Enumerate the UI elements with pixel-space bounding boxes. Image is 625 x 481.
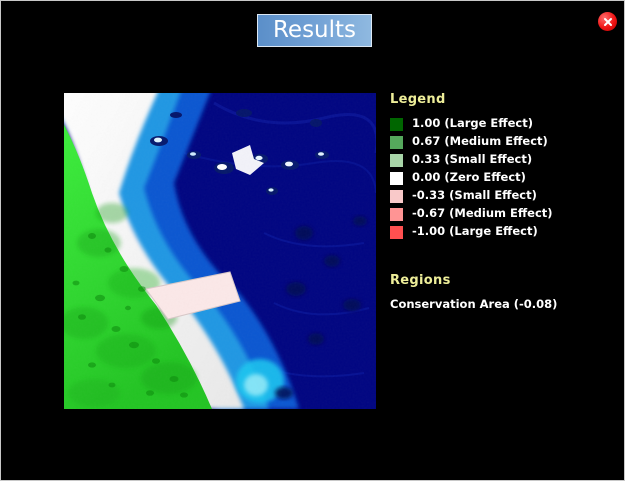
legend-label-1-00: 1.00 (Large Effect)	[412, 116, 533, 131]
legend-swatch-neg-0-33	[390, 189, 403, 203]
legend-item: -0.67 (Medium Effect)	[390, 205, 615, 223]
legend-item: 0.00 (Zero Effect)	[390, 169, 615, 187]
legend-item: -1.00 (Large Effect)	[390, 223, 615, 241]
legend-item: -0.33 (Small Effect)	[390, 187, 615, 205]
close-icon	[603, 17, 612, 26]
legend-label-neg-0-33: -0.33 (Small Effect)	[412, 188, 537, 203]
legend-swatch-neg-0-67	[390, 207, 403, 221]
regions-list: Conservation Area (-0.08)	[390, 296, 615, 312]
legend-item: 0.67 (Medium Effect)	[390, 133, 615, 151]
close-button[interactable]	[598, 12, 617, 31]
window-title-bar: Results	[257, 14, 372, 47]
legend-swatch-0-00	[390, 171, 403, 185]
results-side-panel: Legend 1.00 (Large Effect) 0.67 (Medium …	[390, 92, 615, 312]
results-map[interactable]	[64, 93, 376, 409]
legend-label-neg-1-00: -1.00 (Large Effect)	[412, 224, 538, 239]
legend-section: Legend 1.00 (Large Effect) 0.67 (Medium …	[390, 92, 615, 241]
legend-list: 1.00 (Large Effect) 0.67 (Medium Effect)…	[390, 115, 615, 241]
region-item-conservation-area[interactable]: Conservation Area (-0.08)	[390, 297, 558, 311]
page-title: Results	[272, 17, 357, 43]
regions-heading: Regions	[390, 273, 451, 288]
legend-item: 1.00 (Large Effect)	[390, 115, 615, 133]
legend-item: 0.33 (Small Effect)	[390, 151, 615, 169]
legend-label-0-33: 0.33 (Small Effect)	[412, 152, 533, 167]
regions-section: Regions Conservation Area (-0.08)	[390, 273, 615, 312]
legend-label-neg-0-67: -0.67 (Medium Effect)	[412, 206, 553, 221]
legend-swatch-neg-1-00	[390, 225, 403, 239]
map-image[interactable]	[64, 93, 376, 409]
legend-label-0-00: 0.00 (Zero Effect)	[412, 170, 526, 185]
legend-label-0-67: 0.67 (Medium Effect)	[412, 134, 548, 149]
legend-swatch-0-33	[390, 153, 403, 167]
legend-swatch-1-00	[390, 117, 403, 131]
legend-swatch-0-67	[390, 135, 403, 149]
legend-heading: Legend	[390, 92, 446, 107]
